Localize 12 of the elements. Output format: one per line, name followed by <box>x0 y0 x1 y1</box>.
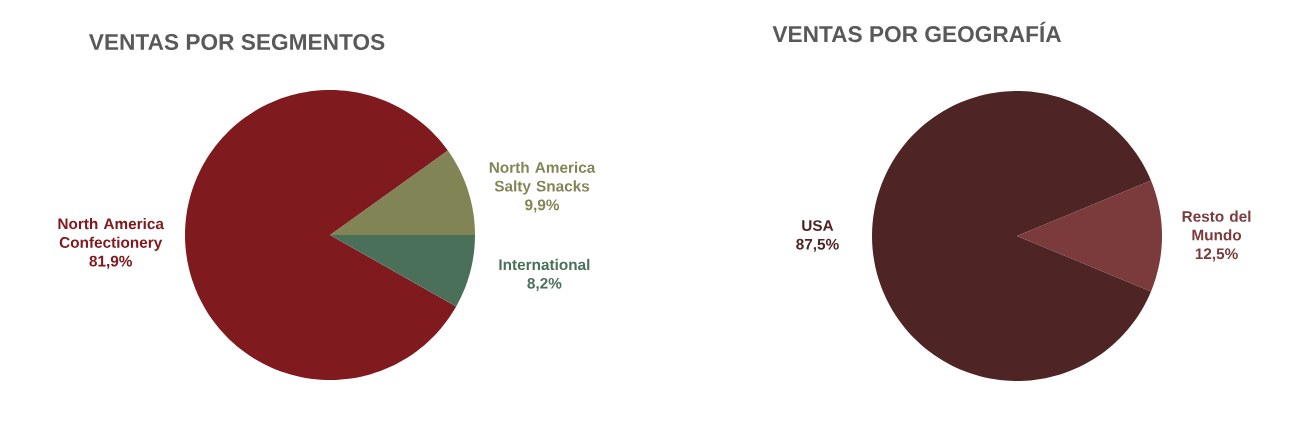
slice-label: USA <box>802 220 834 231</box>
data-label: 87,5% <box>796 238 839 252</box>
data-label: 81,9% <box>89 255 132 269</box>
slice-label: Resto del Mundo <box>1182 210 1251 241</box>
data-label: 8,2% <box>527 277 562 291</box>
data-label: 12,5% <box>1195 248 1238 262</box>
slice-label: North America Salty Snacks <box>489 161 596 195</box>
slice-label: North America Confectionery <box>58 217 165 251</box>
chart-title: VENTAS POR SEGMENTOS <box>88 33 385 51</box>
chart-title: VENTAS POR GEOGRAFÍA <box>772 21 1062 43</box>
slice-label: International <box>499 258 590 271</box>
data-label: 9,9% <box>525 199 560 213</box>
